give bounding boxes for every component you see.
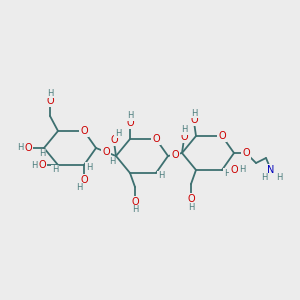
Text: O: O — [80, 126, 88, 136]
Text: H: H — [17, 143, 23, 152]
Text: O: O — [80, 175, 88, 185]
Text: O: O — [46, 96, 54, 106]
Text: O: O — [126, 118, 134, 128]
Text: O: O — [131, 197, 139, 207]
Text: O: O — [187, 194, 195, 204]
Text: O: O — [180, 132, 188, 142]
Text: H: H — [39, 149, 45, 158]
Text: O: O — [102, 147, 110, 157]
Text: N: N — [267, 165, 275, 175]
Text: H: H — [76, 182, 82, 191]
Text: O: O — [171, 149, 179, 160]
Text: H: H — [181, 125, 187, 134]
Text: H: H — [115, 128, 121, 137]
Text: O: O — [110, 135, 118, 145]
Text: H: H — [132, 206, 138, 214]
Text: O: O — [152, 134, 160, 144]
Text: H: H — [86, 163, 92, 172]
Text: H: H — [47, 88, 53, 98]
Text: O: O — [218, 131, 226, 141]
Text: H: H — [276, 173, 282, 182]
Text: O: O — [38, 160, 46, 170]
Text: O: O — [24, 143, 32, 153]
Text: H: H — [188, 202, 194, 211]
Text: O: O — [230, 165, 238, 175]
Text: H: H — [31, 160, 37, 169]
Text: H: H — [239, 166, 245, 175]
Text: O: O — [190, 115, 198, 125]
Text: O: O — [242, 148, 250, 158]
Text: H: H — [261, 173, 267, 182]
Text: H: H — [52, 166, 58, 175]
Text: H: H — [109, 158, 115, 166]
Text: H: H — [191, 109, 197, 118]
Text: H: H — [127, 112, 133, 121]
Text: H: H — [224, 169, 230, 178]
Text: H: H — [158, 172, 164, 181]
